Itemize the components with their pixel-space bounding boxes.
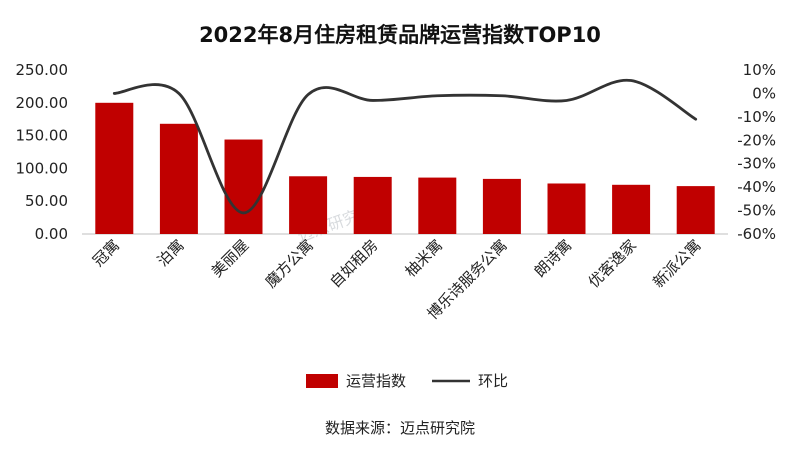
category-label: 魔方公寓 <box>262 236 317 291</box>
left-tick-label: 250.00 <box>16 61 69 79</box>
left-tick-label: 200.00 <box>16 94 69 112</box>
bar <box>224 139 263 234</box>
right-tick-label: -20% <box>737 131 776 149</box>
legend-bar-swatch <box>306 374 338 388</box>
right-tick-label: -10% <box>737 108 776 126</box>
bar <box>95 102 134 234</box>
legend-line-label: 环比 <box>478 372 508 390</box>
right-tick-label: -60% <box>737 225 776 243</box>
bar <box>418 177 457 234</box>
left-tick-label: 100.00 <box>16 159 69 177</box>
line-series <box>112 78 698 215</box>
line-path-huanbi <box>112 78 698 215</box>
left-y-axis: 0.00 50.00 100.00 150.00 200.00 250.00 <box>16 61 69 243</box>
bar <box>676 186 715 234</box>
right-tick-label: 0% <box>752 84 776 102</box>
left-tick-label: 150.00 <box>16 127 69 145</box>
source-note: 数据来源：迈点研究院 <box>325 419 475 437</box>
legend-bar-label: 运营指数 <box>346 372 406 390</box>
right-y-axis: -60% -50% -40% -30% -20% -10% 0% 10% <box>737 61 776 243</box>
left-tick-label: 50.00 <box>25 192 68 210</box>
chart-title: 2022年8月住房租赁品牌运营指数TOP10 <box>199 23 601 47</box>
right-tick-label: 10% <box>743 61 776 79</box>
bar <box>159 123 198 234</box>
category-label: 优客逸家 <box>585 236 640 291</box>
bar <box>612 184 651 234</box>
category-label: 新派公寓 <box>649 236 704 291</box>
category-label: 泊寓 <box>154 236 188 270</box>
category-label: 柚米寓 <box>402 236 447 281</box>
bar <box>482 178 521 234</box>
legend: 运营指数 环比 <box>306 372 508 390</box>
bar <box>289 176 328 234</box>
right-tick-label: -40% <box>737 178 776 196</box>
left-tick-label: 0.00 <box>35 225 68 243</box>
category-label: 冠寓 <box>89 236 123 270</box>
right-tick-label: -30% <box>737 155 776 173</box>
category-label: 朗诗寓 <box>531 236 576 281</box>
bar <box>547 183 586 234</box>
bar-series <box>95 102 715 234</box>
category-label: 自如租房 <box>326 236 381 291</box>
bar <box>353 176 392 234</box>
category-label: 美丽屋 <box>208 236 253 281</box>
right-tick-label: -50% <box>737 202 776 220</box>
